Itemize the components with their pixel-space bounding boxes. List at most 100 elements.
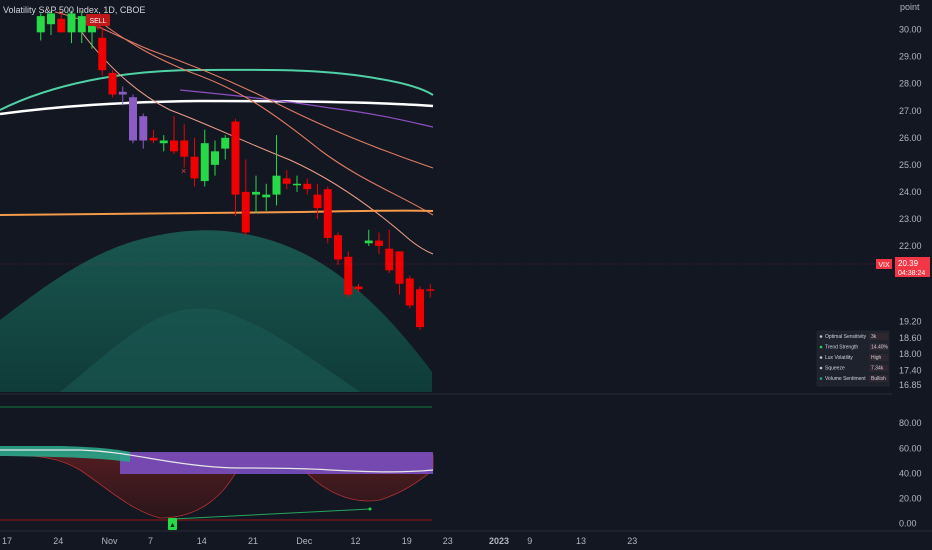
candle	[57, 10, 66, 33]
price-tick-label: 18.00	[899, 349, 922, 359]
candle-body	[405, 278, 414, 306]
osc-purple-band	[120, 452, 433, 474]
candle-body	[354, 286, 363, 290]
candle-body	[180, 140, 189, 157]
info-row-label: Volume Sentiment	[825, 376, 866, 382]
time-tick-label: 13	[576, 536, 586, 546]
candle-body	[118, 91, 127, 95]
candle-body	[170, 140, 178, 152]
candle-body	[77, 16, 86, 33]
sell-signal-label: SELL	[89, 18, 106, 25]
candle-body	[47, 13, 55, 25]
price-tick-label: 17.40	[899, 365, 922, 375]
axis-unit-label: point	[900, 2, 920, 12]
info-row-value: 3k	[871, 334, 877, 340]
candle	[231, 118, 240, 217]
candle	[190, 137, 199, 187]
candle-body	[221, 137, 230, 149]
candle-body	[231, 121, 240, 195]
info-row-value-box	[869, 354, 888, 361]
price-tick-label: 30.00	[899, 25, 922, 35]
price-tick-label: 18.60	[899, 333, 922, 343]
chart-title: Volatility S&P 500 Index, 1D, CBOE	[3, 5, 145, 15]
candle-body	[344, 256, 353, 295]
candle-body	[67, 13, 76, 33]
cross-marker: ×	[181, 166, 186, 176]
time-tick-label: 21	[248, 536, 258, 546]
time-tick-label: Dec	[296, 536, 313, 546]
candle-body	[303, 183, 312, 190]
salmon-ma-3	[79, 29, 434, 255]
info-panel: Optimal Sensitivity 3k Trend Strength 14.40…	[816, 330, 890, 387]
candle	[47, 10, 55, 36]
info-row-icon	[819, 356, 823, 359]
candle-body	[57, 18, 66, 33]
buy-signal-glyph: ▲	[169, 522, 176, 529]
price-axis: 30.00 29.00 28.00 27.00 26.00 25.00 24.00 23.00…	[899, 25, 922, 391]
time-tick-label: 24	[53, 536, 63, 546]
info-row-icon	[819, 366, 823, 370]
candle-body	[241, 191, 250, 233]
candle	[405, 275, 414, 309]
candle	[118, 86, 127, 106]
price-tick-label: 19.20	[899, 317, 922, 327]
candle	[323, 186, 332, 244]
salmon-ma-1	[54, 11, 434, 169]
time-tick-label: 14	[197, 536, 207, 546]
candle	[159, 135, 168, 152]
candle-body	[334, 235, 342, 260]
orange-ma	[0, 209, 434, 216]
candle	[98, 26, 107, 76]
buy-signal-badge[interactable]	[168, 518, 177, 530]
info-row-value: 7.34k	[871, 366, 884, 372]
candle	[200, 129, 209, 187]
candle-body	[149, 137, 158, 141]
price-tick-label: 28.00	[899, 79, 922, 89]
candle	[426, 283, 435, 298]
info-row-label: Squeeze	[825, 366, 845, 372]
info-row-value-box	[869, 343, 888, 351]
candle-body	[323, 189, 332, 238]
candle-body	[395, 251, 404, 284]
current-price-badge	[895, 257, 930, 277]
info-row-label: Lux Volatility	[825, 355, 853, 361]
time-tick-label: 19	[402, 536, 412, 546]
price-tick-label: 16.85	[899, 380, 922, 390]
candle	[416, 286, 424, 330]
candle-body	[129, 97, 137, 141]
candle-body	[364, 240, 373, 244]
oscillator-tick-label: 60.00	[899, 443, 922, 453]
osc-white-line	[0, 449, 434, 473]
purple-ma	[179, 89, 434, 128]
info-row-value-box	[869, 375, 888, 382]
sell-signal-badge[interactable]	[86, 14, 110, 26]
candle	[129, 94, 137, 144]
price-tick-label: 23.00	[899, 214, 922, 224]
price-tick-label: 27.00	[899, 106, 922, 116]
candle	[139, 113, 148, 149]
candle-body	[36, 16, 45, 33]
price-tick-label: 24.00	[899, 187, 922, 197]
candle-body	[262, 194, 271, 198]
sell-signal-pointer	[95, 26, 101, 30]
info-row-icon	[819, 377, 823, 380]
salmon-ma-2	[94, 17, 434, 216]
info-row-value: Bullish	[871, 376, 886, 382]
time-tick-label: 23	[627, 536, 637, 546]
price-tick-label: 26.00	[899, 133, 922, 143]
oscillator-tick-label: 80.00	[899, 418, 922, 428]
current-price-symbol: VIX	[878, 262, 890, 269]
candle	[77, 10, 86, 44]
time-tick-label: 2023	[489, 536, 509, 546]
candles	[36, 10, 435, 330]
candle	[262, 183, 271, 211]
candle-body	[282, 178, 291, 184]
time-tick-label: 9	[527, 536, 532, 546]
candle-body	[272, 175, 281, 195]
candle	[293, 175, 301, 192]
candle-body	[293, 183, 301, 186]
osc-trend-point	[368, 507, 372, 511]
time-axis: 17 24 Nov 7 14 21 Dec 12 19 23 2023 9 13 23	[2, 536, 637, 546]
candle-body	[426, 289, 435, 291]
